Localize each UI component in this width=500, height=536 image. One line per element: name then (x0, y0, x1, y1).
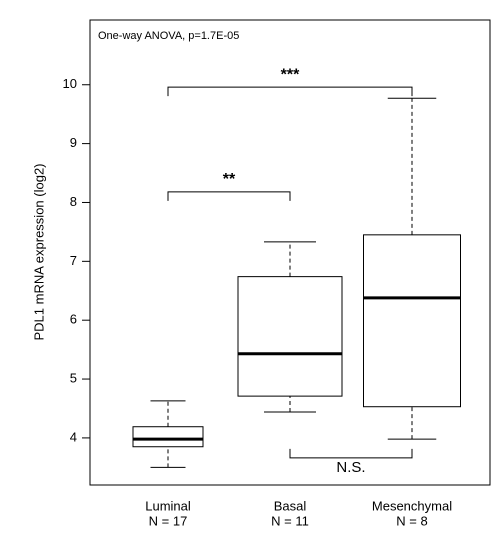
n-label: N = 11 (271, 513, 309, 528)
y-axis-label: PDL1 mRNA expression (log2) (31, 163, 46, 340)
y-tick-label: 5 (70, 370, 77, 385)
n-label: N = 17 (149, 513, 188, 528)
n-label: N = 8 (396, 513, 427, 528)
significance-bracket (289, 448, 413, 459)
y-tick-label: 4 (70, 429, 77, 444)
box (237, 276, 343, 397)
x-tick-label: Mesenchymal (372, 498, 452, 513)
plot-frame (89, 19, 491, 486)
x-tick-label: Basal (274, 498, 307, 513)
significance-label: ** (223, 171, 236, 188)
significance-bracket (167, 86, 413, 97)
box (132, 426, 204, 448)
y-tick-label: 10 (63, 76, 77, 91)
annotation: One-way ANOVA, p=1.7E-05 (98, 30, 239, 42)
x-tick-label: Luminal (145, 498, 191, 513)
y-tick-label: 9 (70, 135, 77, 150)
y-tick-label: 6 (70, 312, 77, 327)
box (363, 234, 461, 408)
significance-label: N.S. (336, 459, 365, 476)
y-tick-label: 7 (70, 253, 77, 268)
significance-label: *** (281, 66, 300, 83)
significance-bracket (167, 191, 291, 201)
y-tick-label: 8 (70, 194, 77, 209)
